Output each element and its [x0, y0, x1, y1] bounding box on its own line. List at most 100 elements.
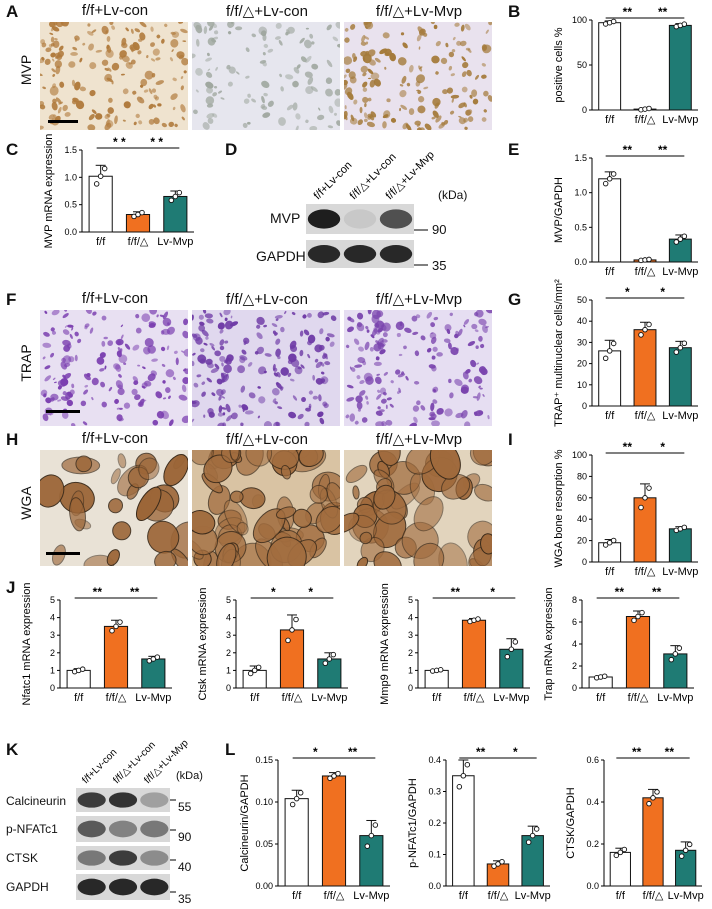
y-tick-label: 5 [226, 595, 231, 605]
category-label: f/f/△ [324, 890, 345, 902]
bar-lvmvp [668, 528, 692, 563]
significance-stars: * [271, 585, 276, 599]
wb-k-marker-55: 55 [178, 800, 192, 814]
data-point [654, 789, 660, 795]
data-point [681, 340, 688, 346]
panel-label-d: D [225, 140, 238, 159]
wb-k-band-ctsk: CTSK [6, 851, 39, 865]
bar-lvmvp [317, 658, 342, 689]
data-point [97, 173, 104, 179]
significance-stars: ** [665, 745, 675, 759]
panel-label-e: E [508, 140, 520, 159]
category-label: f/f [605, 114, 615, 126]
y-tick-label: 0 [582, 105, 587, 115]
panel-label-c: C [6, 140, 19, 159]
micrograph-trap-lvmvp [344, 310, 492, 426]
bar-delta [279, 629, 305, 689]
data-point [168, 197, 175, 204]
data-point [327, 775, 333, 782]
significance-stars: ** [623, 143, 633, 157]
y-axis-label: WGA bone resorption % [553, 449, 565, 567]
data-point [335, 770, 341, 777]
y-tick-label: 0.5 [574, 222, 587, 232]
y-tick-label: 0.0 [428, 881, 441, 891]
y-tick-label: 0.0 [64, 227, 77, 237]
bar-lvmvp [668, 24, 692, 111]
scale-bar-a [48, 120, 78, 123]
header-delta-lvmvp-a: f/f/△+Lv-Mvp [375, 3, 463, 20]
bar-lvmvp [521, 835, 544, 887]
y-tick-label: 2 [408, 648, 413, 658]
category-label: f/f [605, 410, 615, 422]
category-label: Lv-Mvp [662, 410, 698, 422]
significance-stars: * [313, 745, 318, 759]
wb-d-kda: (kDa) [438, 188, 468, 202]
significance-stars: * * [150, 135, 163, 149]
data-point [512, 639, 519, 645]
y-tick-label: 8 [572, 595, 577, 605]
category-label: f/f/△ [635, 266, 656, 278]
y-tick-label: 100 [572, 15, 587, 25]
wb-k-band-calcineurin: Calcineurin [6, 794, 67, 808]
data-point [676, 645, 683, 651]
micrograph-mvp-lvmvp [344, 22, 492, 130]
scale-bar-f [46, 410, 80, 413]
data-point [289, 801, 296, 808]
significance-stars: ** [623, 5, 633, 19]
bar-lvmvp [359, 835, 384, 887]
data-point [646, 800, 652, 807]
y-tick-label: 20 [577, 359, 587, 369]
y-tick-label: 4 [408, 613, 413, 623]
bar-lvmvp [668, 238, 692, 263]
bar-delta [461, 619, 487, 689]
y-tick-label: 50 [577, 295, 587, 305]
data-point [331, 773, 337, 779]
data-point [638, 332, 644, 338]
category-label: f/f/△ [643, 890, 664, 902]
wb-d-lane-label: f/f+Lv-con [312, 159, 355, 202]
category-label: f/f/△ [282, 692, 303, 704]
bar-lvmvp [163, 195, 188, 233]
data-point [646, 105, 652, 112]
data-point [638, 504, 644, 511]
category-label: f/f/△ [635, 566, 656, 578]
data-point [610, 340, 617, 347]
data-point [681, 233, 688, 239]
data-point [606, 539, 613, 546]
category-label: f/f [432, 692, 442, 704]
significance-stars: * [490, 585, 495, 599]
bar-chart-l3: 0.0 0.2 0.4 0.6 CTSK/GAPDH f/f f/f/△ Lv-Mvp ** ** [565, 745, 704, 902]
y-tick-label: 2 [226, 648, 231, 658]
significance-stars: ** [348, 745, 358, 759]
y-axis-label: MVP mRNA expression [43, 134, 55, 249]
data-point [642, 495, 648, 501]
y-axis-label: Nfatc1 mRNA expression [21, 583, 33, 706]
y-tick-label: 0.4 [428, 755, 441, 765]
y-tick-label: 4 [572, 639, 577, 649]
y-axis-label: MVP/GAPDH [553, 177, 565, 243]
data-point [475, 616, 481, 622]
data-point [602, 180, 609, 187]
micrograph-trap-delta [192, 310, 340, 426]
category-label: f/f [292, 890, 302, 902]
data-point [247, 670, 254, 677]
category-label: f/f [616, 890, 626, 902]
data-point [681, 21, 688, 27]
y-tick-label: 0.2 [428, 818, 441, 828]
y-axis-label: positive cells % [553, 27, 565, 102]
wb-d-blot-gapdh [306, 240, 414, 268]
y-axis-label: Trap mRNA expression [543, 587, 555, 700]
category-label: Lv-Mvp [668, 890, 704, 902]
data-point [508, 646, 515, 653]
y-tick-label: 1.5 [64, 145, 77, 155]
y-tick-label: 10 [577, 380, 587, 390]
header-delta-lvmvp-f: f/f/△+Lv-Mvp [375, 291, 463, 308]
significance-stars: * [513, 745, 518, 759]
data-point [117, 619, 123, 625]
bar-ff [598, 350, 622, 407]
y-tick-label: 3 [50, 630, 55, 640]
wb-k-marker-90: 90 [178, 830, 192, 844]
category-label: Lv-Mvp [311, 692, 347, 704]
wb-d-band-mvp: MVP [270, 210, 301, 226]
